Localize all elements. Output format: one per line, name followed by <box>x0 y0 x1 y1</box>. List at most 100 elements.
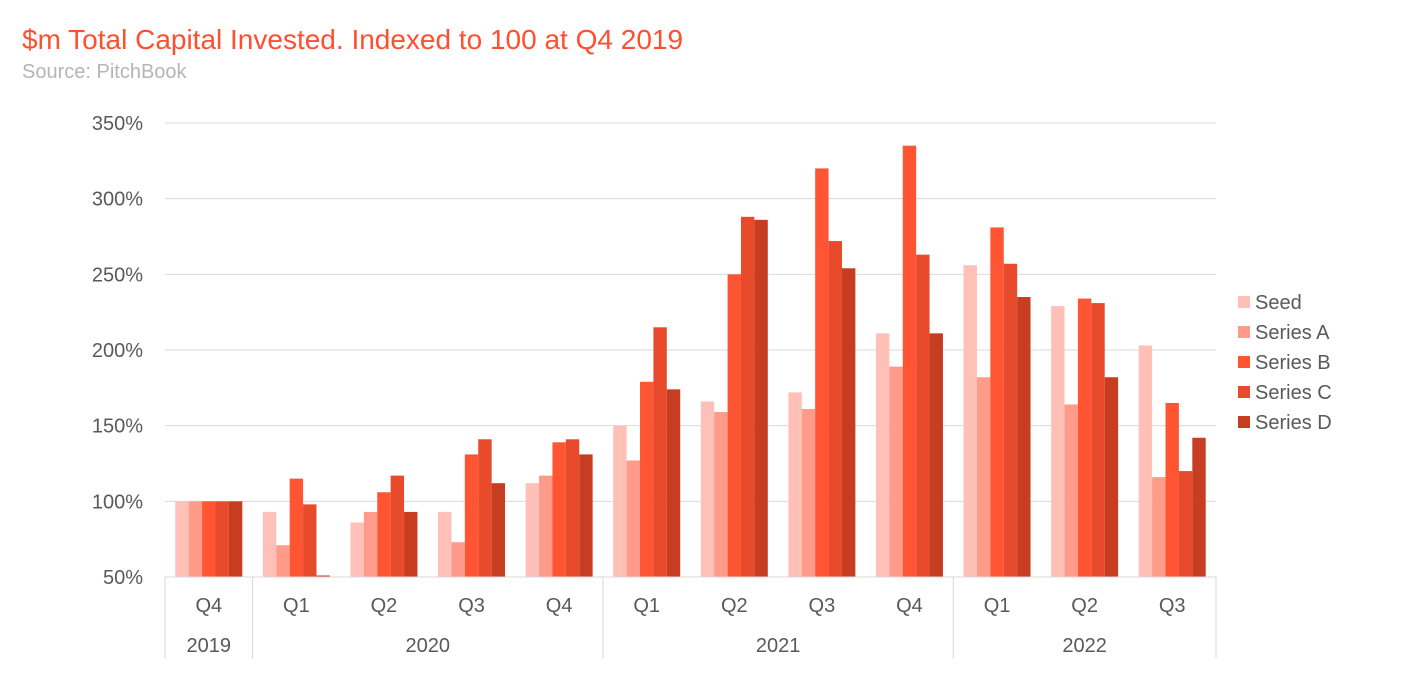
bar <box>801 409 816 577</box>
y-tick-label: 50% <box>103 567 143 589</box>
y-tick-label: 350% <box>92 113 143 135</box>
x-tick-label: Q1 <box>984 595 1011 617</box>
bar <box>215 501 229 577</box>
x-tick-label: Q2 <box>371 595 398 617</box>
x-tick-label: Q3 <box>809 595 836 617</box>
chart-title: $m Total Capital Invested. Indexed to 10… <box>22 24 684 55</box>
year-label: 2019 <box>187 635 232 657</box>
legend-label: Seed <box>1255 292 1302 314</box>
legend: Seed Series A Series B Series C Series D <box>1238 292 1332 434</box>
bar <box>976 377 991 577</box>
legend-label: Series D <box>1255 412 1332 434</box>
bar <box>902 145 917 577</box>
year-label: 2022 <box>1062 635 1107 657</box>
x-tick-label: Q2 <box>1071 595 1098 617</box>
bar <box>276 545 290 577</box>
bar <box>754 219 768 577</box>
bar <box>390 475 405 577</box>
bar <box>626 460 641 577</box>
bar <box>404 511 418 577</box>
x-tick-label: Q1 <box>633 595 660 617</box>
bar <box>363 511 378 577</box>
bar <box>788 392 802 577</box>
legend-swatch <box>1238 296 1250 308</box>
bar <box>727 274 741 577</box>
legend-swatch <box>1238 416 1250 428</box>
bar <box>1178 471 1193 577</box>
legend-label: Series C <box>1255 382 1332 404</box>
bar <box>464 454 479 577</box>
bar <box>316 575 330 577</box>
x-tick-label: Q3 <box>458 595 485 617</box>
bar <box>841 268 856 577</box>
x-tick-label: Q4 <box>195 595 222 617</box>
year-label: 2020 <box>406 635 451 657</box>
x-tick-label: Q4 <box>546 595 573 617</box>
x-tick-label: Q3 <box>1159 595 1186 617</box>
legend-label: Series B <box>1255 352 1331 374</box>
bar <box>640 381 654 577</box>
legend-swatch <box>1238 356 1250 368</box>
bar <box>188 501 203 577</box>
bar <box>815 168 829 577</box>
bar <box>1017 297 1031 577</box>
bar <box>579 454 593 577</box>
bar <box>1064 404 1078 577</box>
bar <box>1165 402 1179 577</box>
bar <box>289 478 304 577</box>
y-tick-label: 250% <box>92 264 143 286</box>
bar <box>1104 377 1119 577</box>
y-tick-label: 150% <box>92 416 143 438</box>
bar <box>929 333 943 577</box>
bar <box>491 483 506 577</box>
legend-label: Series A <box>1255 322 1330 344</box>
bar <box>377 492 391 577</box>
bar <box>565 439 580 577</box>
bar <box>700 401 715 577</box>
y-tick-label: 100% <box>92 491 143 513</box>
bar <box>1192 437 1206 577</box>
legend-swatch <box>1238 326 1250 338</box>
bar <box>613 425 627 577</box>
bar <box>916 254 930 577</box>
bar <box>228 501 243 577</box>
bar <box>1152 477 1166 577</box>
y-axis: 50% 100% 150% 200% 250% 300% 350% <box>92 113 143 589</box>
bar <box>175 501 189 577</box>
y-tick-label: 300% <box>92 189 143 211</box>
bar <box>740 216 755 577</box>
bar <box>202 501 216 577</box>
chart-subtitle: Source: PitchBook <box>22 61 187 83</box>
bars <box>175 145 1206 578</box>
bar <box>438 511 452 577</box>
bar <box>552 442 566 577</box>
x-tick-label: Q4 <box>896 595 923 617</box>
bar <box>350 522 364 577</box>
bar <box>1077 298 1092 577</box>
bar <box>1138 345 1153 577</box>
year-label: 2021 <box>756 635 801 657</box>
bar <box>539 475 553 577</box>
bar <box>653 327 667 577</box>
gridlines <box>165 122 1216 502</box>
bar <box>990 227 1004 578</box>
bar <box>1051 306 1065 577</box>
x-axis: Q4 Q1 Q2 Q3 Q4 Q1 Q2 Q3 Q4 Q1 Q2 Q3 2019 2020 2021 2022 <box>164 576 1217 658</box>
legend-swatch <box>1238 386 1250 398</box>
bar <box>963 265 977 577</box>
bar <box>478 439 492 577</box>
bar <box>714 412 728 577</box>
bar <box>1003 263 1018 577</box>
x-tick-label: Q1 <box>283 595 310 617</box>
y-tick-label: 200% <box>92 340 143 362</box>
x-tick-label: Q2 <box>721 595 748 617</box>
bar <box>666 389 681 577</box>
bar <box>451 542 465 577</box>
bar <box>875 333 890 577</box>
bar <box>1091 303 1105 577</box>
bar <box>525 483 540 577</box>
bar <box>262 511 277 577</box>
bar <box>889 366 903 577</box>
bar <box>828 241 842 578</box>
